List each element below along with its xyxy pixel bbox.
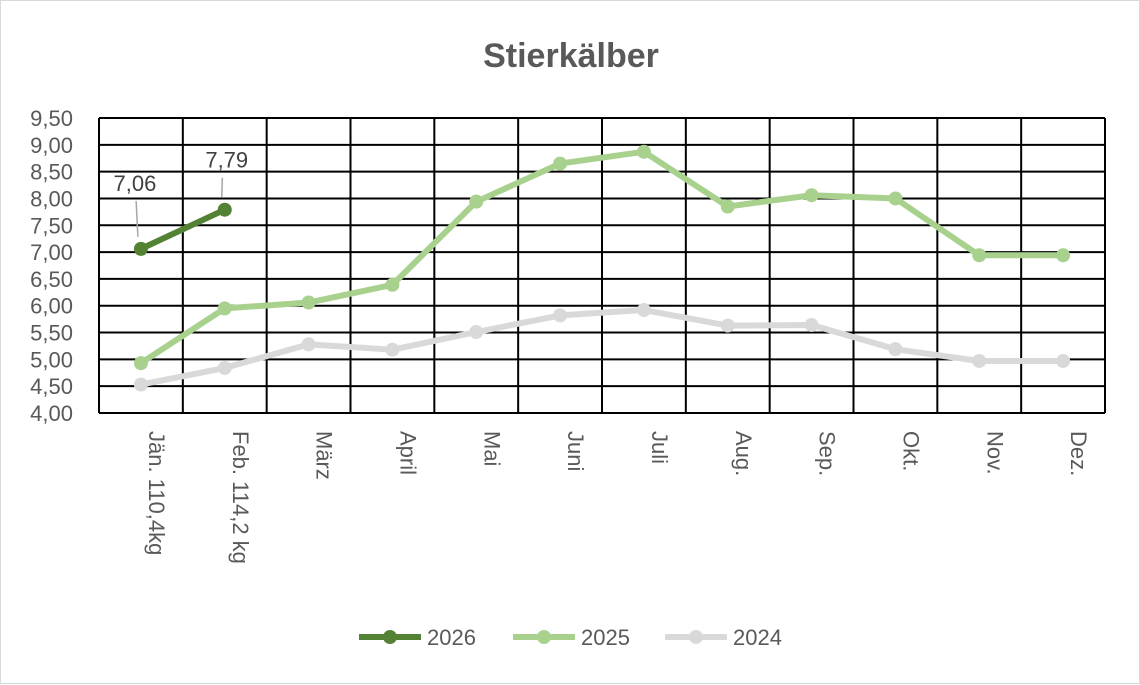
x-tick-label: März [312,431,337,480]
point-2025 [217,301,232,316]
y-tick-label: 7,50 [30,213,73,238]
data-labels: 7,06 7,79 [114,148,248,237]
point-2025 [804,188,819,203]
point-2024 [1056,353,1071,368]
series-line-2024 [137,307,1067,388]
point-2024 [133,377,148,392]
point-2024 [469,325,484,340]
data-label-leader [135,200,139,237]
point-2024 [217,360,232,375]
data-label: 7,79 [205,148,248,173]
x-tick-label: Mai [479,431,504,466]
point-2026 [217,202,232,217]
point-2024 [385,342,400,357]
legend: 2026 2025 2024 [359,625,782,650]
point-2024 [972,353,987,368]
point-2025 [133,356,148,371]
y-tick-label: 4,00 [30,401,73,426]
x-axis-ticks: Jän. 110,4kg Feb. 114,2 kg März April Mai Jun… [144,431,1091,564]
legend-marker-2025 [537,630,551,644]
y-tick-label: 8,50 [30,160,73,185]
y-tick-label: 4,50 [30,374,73,399]
x-tick-label: Jän. 110,4kg [144,431,169,555]
x-tick-label: Feb. 114,2 kg [228,431,253,564]
y-tick-label: 6,00 [30,294,73,319]
point-2024 [888,342,903,357]
point-2025 [1056,248,1071,263]
legend-label-2026: 2026 [427,625,476,650]
legend-marker-2024 [689,630,703,644]
data-label: 7,06 [114,171,157,196]
series-layer [133,144,1071,392]
x-tick-label: Juli [647,431,672,464]
x-tick-label: Okt. [898,431,923,471]
point-2026 [133,241,148,256]
point-2025 [636,144,651,159]
x-tick-label: April [395,431,420,475]
point-2025 [720,199,735,214]
plot-grid [98,117,1106,414]
y-axis-ticks: 4,004,505,005,506,006,507,007,508,008,50… [30,106,73,426]
chart-title: Stierkälber [483,37,659,75]
y-tick-label: 5,50 [30,321,73,346]
y-tick-label: 5,00 [30,347,73,372]
legend-marker-2026 [383,630,397,644]
y-tick-label: 9,00 [30,133,73,158]
point-2024 [553,308,568,323]
x-tick-label: Nov. [982,431,1007,475]
point-2025 [553,156,568,171]
x-tick-label: Aug. [731,431,756,476]
data-label-leader [221,177,224,198]
series-line-2026 [137,206,228,252]
x-tick-label: Dez. [1066,431,1091,476]
x-tick-label: Juni [563,431,588,471]
y-tick-label: 8,00 [30,186,73,211]
y-tick-label: 6,50 [30,267,73,292]
point-2025 [469,194,484,209]
point-2025 [972,248,987,263]
y-tick-label: 7,00 [30,240,73,265]
legend-label-2025: 2025 [581,625,630,650]
series-line-2025 [137,148,1067,367]
point-2024 [804,318,819,333]
point-2024 [636,303,651,318]
point-2024 [720,318,735,333]
point-2025 [301,295,316,310]
point-2024 [301,337,316,352]
legend-label-2024: 2024 [733,625,782,650]
y-tick-label: 9,50 [30,106,73,131]
point-2025 [888,191,903,206]
x-tick-label: Sep. [815,431,840,476]
point-2025 [385,277,400,292]
